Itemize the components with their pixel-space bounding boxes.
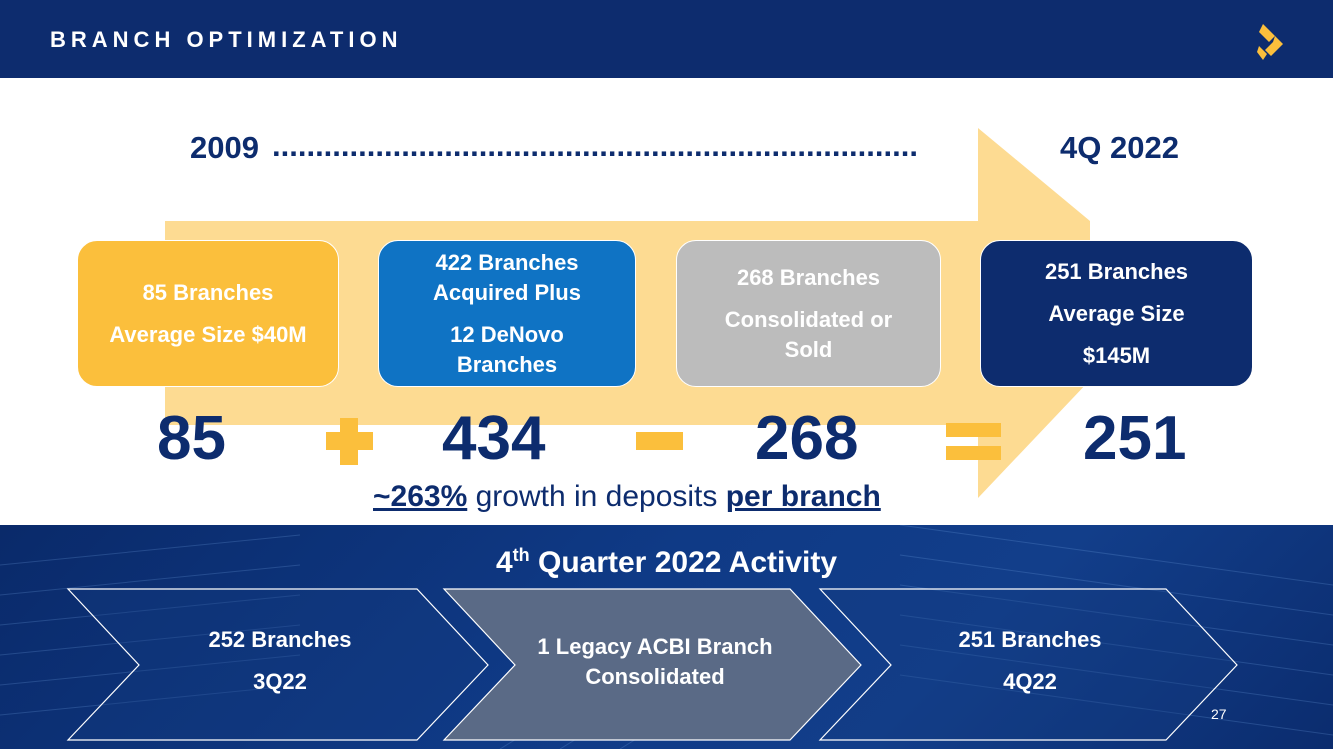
- activity-title-ordinal: 4: [495, 546, 513, 579]
- page-title: BRANCH OPTIMIZATION: [50, 27, 403, 52]
- activity-title-text: Quarter 2022 Activity: [529, 546, 838, 579]
- activity-chevrons: [66, 588, 1238, 741]
- box-label: 85 Branches: [142, 279, 274, 305]
- step-3q22-label: 252 Branches 3Q22: [160, 625, 400, 697]
- plus-icon: [326, 432, 373, 450]
- step-consolidated-label: 1 Legacy ACBI Branch Consolidated: [510, 632, 800, 692]
- growth-emphasis: per branch: [725, 480, 881, 513]
- equation-removed-count: 268: [755, 404, 859, 473]
- equation-start-count: 85: [157, 404, 226, 473]
- step-line: 251 Branches: [958, 627, 1102, 652]
- box-consolidated-branches: 268 Branches Consolidated or Sold: [676, 240, 941, 387]
- box-label: 12 DeNovo Branches: [450, 321, 564, 377]
- chevron-consolidated: [442, 588, 862, 741]
- growth-percent: ~263%: [373, 480, 468, 513]
- step-line: 252 Branches: [208, 627, 352, 652]
- chevron-3q22: [66, 588, 489, 741]
- step-line: 4Q22: [1003, 669, 1057, 694]
- box-label: Average Size: [1048, 300, 1185, 326]
- timeline-end: 4Q 2022: [1060, 130, 1179, 165]
- growth-statement: ~263% growth in deposits per branch: [373, 480, 881, 514]
- box-label: 422 Branches Acquired Plus: [433, 249, 581, 305]
- equals-icon: [946, 423, 1001, 437]
- equation-result-count: 251: [1083, 404, 1187, 473]
- equation-added-count: 434: [442, 404, 546, 473]
- box-starting-branches: 85 Branches Average Size $40M: [77, 240, 339, 387]
- activity-title: 4th Quarter 2022 Activity: [0, 545, 1333, 580]
- company-logo-icon: [1257, 24, 1283, 60]
- activity-title-suffix: th: [512, 545, 530, 565]
- box-ending-branches: 251 Branches Average Size $145M: [980, 240, 1253, 387]
- header-bar: BRANCH OPTIMIZATION: [0, 0, 1333, 78]
- chevron-4q22: [818, 588, 1238, 741]
- page-number: 27: [1211, 706, 1227, 722]
- timeline-dots: ........................................…: [272, 128, 918, 163]
- step-line: 1 Legacy ACBI Branch Consolidated: [537, 634, 773, 689]
- box-label: Average Size $40M: [109, 321, 307, 347]
- step-4q22-label: 251 Branches 4Q22: [905, 625, 1155, 697]
- box-label: Consolidated or Sold: [724, 306, 893, 362]
- timeline-start: 2009: [190, 130, 259, 165]
- step-line: 3Q22: [253, 669, 307, 694]
- box-label: $145M: [1082, 342, 1151, 368]
- box-label: 251 Branches: [1044, 258, 1189, 284]
- minus-icon: [636, 432, 683, 450]
- growth-text: growth in deposits: [467, 480, 726, 513]
- equals-icon: [946, 446, 1001, 460]
- box-acquired-branches: 422 Branches Acquired Plus 12 DeNovo Bra…: [378, 240, 636, 387]
- box-label: 268 Branches: [736, 264, 881, 290]
